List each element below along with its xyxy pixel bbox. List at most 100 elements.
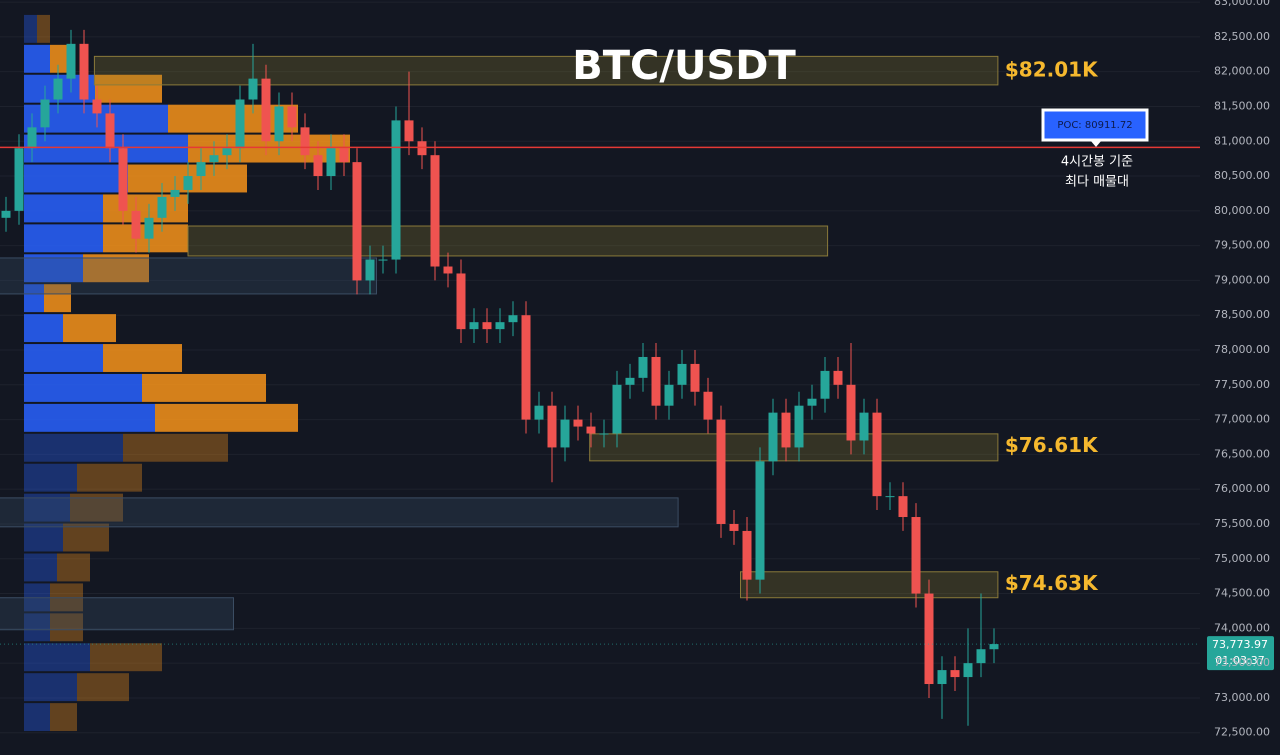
candle-body xyxy=(326,148,336,177)
y-tick-label: 73,500.00 xyxy=(1214,656,1270,669)
candle-body xyxy=(274,106,284,142)
candle-body xyxy=(443,266,453,274)
y-tick-label: 78,500.00 xyxy=(1214,308,1270,321)
profile-sell xyxy=(63,523,109,552)
candle-body xyxy=(495,322,505,330)
price-tag xyxy=(1207,636,1274,671)
candle-body xyxy=(950,670,960,678)
candle-body xyxy=(651,356,661,406)
profile-sell xyxy=(50,703,77,732)
zone xyxy=(0,597,234,631)
overlay: $82.01K $76.61K $74.63K POC: 80911.72 4시간봉 기… xyxy=(0,57,1274,671)
candle-body xyxy=(53,78,63,100)
candle-body xyxy=(768,412,778,462)
zone-label: $76.61K xyxy=(1005,433,1099,457)
candle-body xyxy=(482,322,492,330)
candle-body xyxy=(209,155,219,163)
candle-body xyxy=(235,99,245,149)
candle-body xyxy=(131,210,141,239)
profile-buy xyxy=(24,284,44,313)
candle-body xyxy=(469,322,479,330)
profile-sell xyxy=(123,433,228,462)
candle-body xyxy=(365,259,375,281)
candle-body xyxy=(66,43,76,79)
candle-body xyxy=(859,412,869,441)
y-tick-label: 81,000.00 xyxy=(1214,134,1270,147)
profile-buy xyxy=(24,164,128,193)
candle-body xyxy=(300,127,310,156)
candle-body xyxy=(261,78,271,142)
poc-note: 4시간봉 기준 xyxy=(1061,155,1133,170)
candle-body xyxy=(807,398,817,406)
zone-label: $74.63K xyxy=(1005,571,1099,595)
candle-body xyxy=(105,113,115,149)
y-tick-label: 76,000.00 xyxy=(1214,482,1270,495)
candle-body xyxy=(157,196,167,218)
profile-buy xyxy=(24,254,83,283)
candle-body xyxy=(612,384,622,434)
candle-body xyxy=(573,419,583,427)
volume-profile xyxy=(24,14,350,732)
profile-buy xyxy=(24,403,155,432)
candle-body xyxy=(40,99,50,128)
candle-body xyxy=(716,419,726,524)
profile-buy xyxy=(24,643,90,672)
candle-body xyxy=(404,120,414,142)
profile-sell xyxy=(83,254,149,283)
candle-body xyxy=(183,176,193,190)
candle-body xyxy=(534,405,544,420)
profile-sell xyxy=(57,553,90,582)
y-tick-label: 77,500.00 xyxy=(1214,378,1270,391)
y-tick-label: 80,000.00 xyxy=(1214,204,1270,217)
candle-body xyxy=(1,210,11,218)
candle-body xyxy=(794,405,804,448)
profile-sell xyxy=(77,463,142,492)
y-tick-label: 78,000.00 xyxy=(1214,343,1270,356)
candle-body xyxy=(664,384,674,406)
candle-body xyxy=(911,517,921,594)
candle-body xyxy=(352,162,362,281)
y-tick-label: 82,500.00 xyxy=(1214,30,1270,43)
profile-buy xyxy=(24,344,103,372)
profile-sell xyxy=(90,643,162,672)
profile-buy xyxy=(24,673,77,702)
candle-body xyxy=(872,412,882,497)
candle-body xyxy=(417,141,427,156)
candle-body xyxy=(924,593,934,685)
grid xyxy=(0,1,1200,734)
y-tick-label: 74,000.00 xyxy=(1214,621,1270,634)
candle-body xyxy=(937,670,947,685)
price-tag-countdown: 01:03:37 xyxy=(1215,654,1264,667)
y-tick-label: 75,500.00 xyxy=(1214,517,1270,530)
profile-buy xyxy=(24,44,50,73)
y-tick-label: 83,000.00 xyxy=(1214,0,1270,8)
candle-body xyxy=(846,384,856,441)
zone-label: $82.01K xyxy=(1005,57,1099,81)
candle-body xyxy=(989,644,999,650)
candle-body xyxy=(547,405,557,448)
zones xyxy=(0,55,999,631)
profile-buy xyxy=(24,523,63,552)
candle-body xyxy=(755,461,765,580)
candle-body xyxy=(781,412,791,448)
price-tag-value: 73,773.97 xyxy=(1212,638,1268,651)
candle-body xyxy=(339,148,349,163)
candle-body xyxy=(456,273,466,330)
profile-sell xyxy=(44,284,71,313)
poc-box xyxy=(1041,108,1149,142)
y-tick-label: 79,000.00 xyxy=(1214,273,1270,286)
profile-buy xyxy=(24,463,77,492)
zone xyxy=(740,571,999,599)
profile-sell xyxy=(50,44,68,73)
chart-title: BTC/USDT xyxy=(572,43,796,89)
candle-body xyxy=(287,106,297,128)
profile-sell xyxy=(37,14,50,43)
poc-note: 최다 매물대 xyxy=(1065,175,1129,190)
y-tick-label: 82,000.00 xyxy=(1214,65,1270,78)
profile-buy xyxy=(24,433,123,462)
candle-body xyxy=(742,530,752,580)
profile-sell xyxy=(95,74,162,103)
candle-body xyxy=(313,155,323,177)
candle-body xyxy=(170,189,180,197)
